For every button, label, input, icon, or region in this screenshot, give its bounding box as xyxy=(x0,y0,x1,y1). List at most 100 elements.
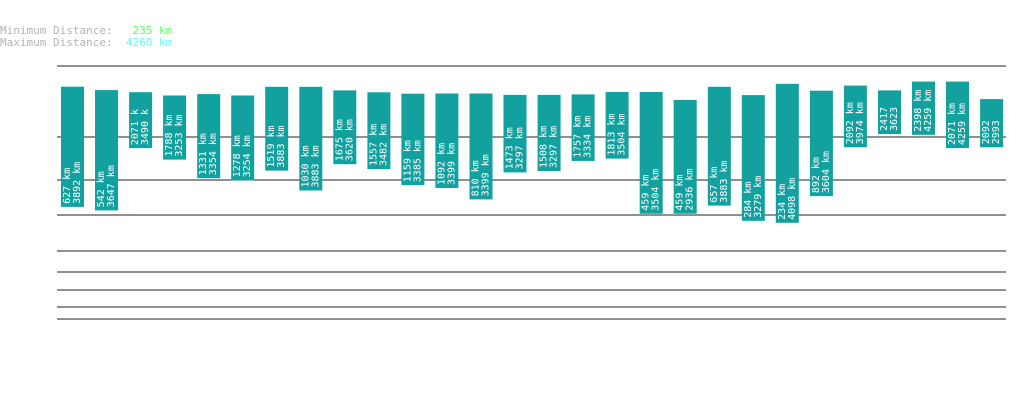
range-bar: 1473 km 3297 km xyxy=(503,94,527,173)
bar-high-label: 3883 km xyxy=(310,145,321,187)
bar-high-label: 3892 km xyxy=(72,162,83,204)
bar-low-label: 284 km xyxy=(743,182,754,218)
bar-rect xyxy=(537,94,561,171)
bar-high-label: 3399 km xyxy=(446,143,457,185)
range-bar: 1508 km 3297 km xyxy=(537,94,561,171)
bar-rect xyxy=(605,92,629,159)
bar-low-label: 1030 km xyxy=(300,145,311,187)
bar-low-label: 2092 xyxy=(981,120,992,144)
bar-low-label: 1159 km xyxy=(402,140,413,182)
range-bar: 234 km 4098 km xyxy=(775,83,799,223)
bar-low-label: 1757 km xyxy=(573,116,584,158)
bar-low-label: 1813 km xyxy=(607,113,618,155)
bar-high-label: 2936 km xyxy=(685,169,696,211)
bar-high-label: 3883 km xyxy=(719,161,730,203)
bar-low-label: 657 km xyxy=(709,167,720,203)
range-bar: 284 km 3279 km xyxy=(741,95,765,221)
bar-high-label: 3385 km xyxy=(412,140,423,182)
bar-high-label: 3647 km xyxy=(106,165,117,207)
bar-rect xyxy=(231,95,255,181)
bar-high-label: 2993 xyxy=(991,120,1002,144)
range-bar: 2398 km 4259 km xyxy=(912,81,935,135)
bar-rect xyxy=(980,99,1004,148)
range-bar: 1519 km 3883 km xyxy=(265,86,289,171)
range-bar: 810 km 3399 km xyxy=(469,93,493,200)
bar-rect xyxy=(197,94,221,179)
range-bar: 2071 km 4259 km xyxy=(946,81,969,149)
bar-rect xyxy=(503,94,527,173)
range-bar: 1159 km 3385 km xyxy=(401,93,425,186)
range-bar: 542 km 3647 km xyxy=(95,90,118,211)
bar-rect xyxy=(571,94,595,161)
bar-high-label: 4259 km xyxy=(923,90,934,132)
bar-high-label: 3297 km xyxy=(549,126,560,168)
bar-rect xyxy=(401,93,425,186)
min-distance-row: Minimum Distance: 235 km xyxy=(0,25,172,37)
bar-high-label: 3399 km xyxy=(481,154,492,196)
bar-rect xyxy=(61,86,84,207)
bar-high-label: 3604 km xyxy=(821,151,832,193)
bar-rect xyxy=(469,93,493,200)
bar-low-label: 2092 km xyxy=(845,102,856,144)
bar-low-label: 1092 km xyxy=(436,143,447,185)
bar-high-label: 3490 k xyxy=(140,109,151,145)
bar-rect xyxy=(367,92,391,169)
range-bar: 2092 2993 xyxy=(980,99,1004,148)
range-bar: 1030 km 3883 km xyxy=(299,86,323,191)
bar-high-label: 3354 km xyxy=(208,133,219,175)
bar-high-label: 3253 km xyxy=(174,114,185,156)
bar-rect xyxy=(946,81,969,149)
bar-high-label: 3974 km xyxy=(855,102,866,144)
bar-low-label: 1331 km xyxy=(198,133,209,175)
bar-low-label: 2417 xyxy=(879,107,890,131)
range-bar: 2417 3623 xyxy=(878,90,901,134)
bar-rect xyxy=(265,86,289,171)
range-bar: 1675 km 3620 km xyxy=(333,90,357,165)
bar-high-label: 4098 km xyxy=(787,178,798,220)
bar-high-label: 3334 km xyxy=(583,116,594,158)
bar-low-label: 810 km xyxy=(471,160,482,196)
bar-rect xyxy=(741,95,765,221)
bar-low-label: 1473 km xyxy=(505,127,516,169)
bar-low-label: 1508 km xyxy=(539,126,550,168)
range-bar: 1331 km 3354 km xyxy=(197,94,221,179)
range-bar: 892 km 3604 km xyxy=(809,90,833,197)
bar-low-label: 1278 km xyxy=(232,135,243,177)
bar-low-label: 459 km xyxy=(641,175,652,211)
bar-low-label: 542 km xyxy=(96,171,107,207)
max-distance-value: 4260 km xyxy=(125,36,173,49)
bar-low-label: 1675 km xyxy=(334,119,345,161)
bar-low-label: 2398 km xyxy=(913,90,924,132)
bar-high-label: 3297 km xyxy=(515,127,526,169)
min-distance-label: Minimum Distance: xyxy=(0,24,113,37)
bar-low-label: 234 km xyxy=(777,184,788,220)
max-distance-row: Maximum Distance: 4260 km xyxy=(0,37,172,49)
bar-rect xyxy=(333,90,357,165)
bar-low-label: 1557 km xyxy=(368,124,379,166)
range-bar: 459 km 3504 km xyxy=(639,92,663,214)
range-bar: 2092 km 3974 km xyxy=(843,85,867,148)
range-bar: 1278 km 3254 km xyxy=(231,95,255,181)
range-bar: 1757 km 3334 km xyxy=(571,94,595,161)
bar-low-label: 627 km xyxy=(62,168,73,204)
bar-low-label: 2071 k xyxy=(130,109,141,145)
range-bar: 1092 km 3399 km xyxy=(435,93,459,188)
range-bar: 657 km 3883 km xyxy=(707,86,731,206)
bar-rect xyxy=(707,86,731,206)
bar-low-label: 1788 km xyxy=(164,114,175,156)
bar-low-label: 459 km xyxy=(675,175,686,211)
bar-low-label: 2071 km xyxy=(947,103,958,145)
bar-low-label: 892 km xyxy=(811,157,822,193)
bar-high-label: 3504 km xyxy=(651,169,662,211)
min-distance-value: 235 km xyxy=(132,24,173,37)
bar-rect xyxy=(673,99,697,214)
range-bar: 627 km 3892 km xyxy=(61,86,84,207)
bar-rect xyxy=(95,90,118,211)
bar-high-label: 3620 km xyxy=(344,119,355,161)
bars: 627 km 3892 km 542 km 3647 km 2071 k 3490 k 17… xyxy=(61,81,1004,223)
bar-rect xyxy=(299,86,323,191)
bar-rect xyxy=(163,95,187,160)
range-bar: 1813 km 3504 km xyxy=(605,92,629,159)
bar-high-label: 3254 km xyxy=(242,135,253,177)
